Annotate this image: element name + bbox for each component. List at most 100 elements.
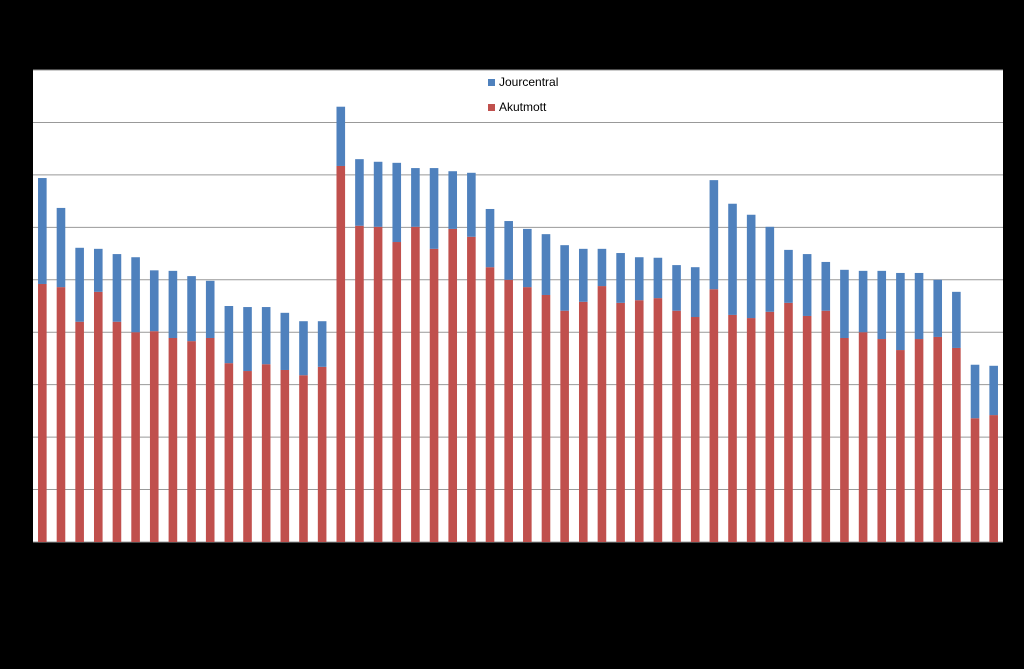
bar-segment: [504, 279, 513, 542]
bar-segment: [205, 280, 215, 338]
bar-segment: [243, 371, 252, 542]
bar-segment: [187, 276, 196, 342]
bar-segment: [112, 321, 122, 542]
bar-segment: [504, 221, 513, 280]
legend-label: Jourcentral: [499, 75, 558, 89]
bar-segment: [467, 236, 476, 543]
bar-segment: [523, 228, 532, 288]
bar-segment: [634, 300, 644, 542]
bar-segment: [355, 225, 364, 542]
bar-segment: [38, 283, 47, 542]
bar-segment: [317, 366, 327, 542]
bar-segment: [597, 248, 607, 287]
legend-swatch: [488, 104, 495, 111]
bar-segment: [336, 165, 346, 542]
bar-segment: [802, 254, 812, 316]
bar-segment: [672, 265, 681, 311]
bar-segment: [131, 332, 140, 542]
bar-segment: [187, 341, 196, 542]
bar-segment: [728, 203, 737, 315]
bar-segment: [952, 291, 961, 348]
bar-segment: [709, 180, 719, 290]
plot-area: [33, 70, 1003, 542]
bar-segment: [168, 337, 178, 542]
bar-segment: [634, 257, 644, 301]
bar-segment: [914, 272, 924, 340]
bar-segment: [93, 248, 103, 292]
bar-segment: [970, 364, 980, 419]
bar-segment: [523, 287, 532, 542]
bar-segment: [840, 269, 849, 338]
bar-segment: [541, 294, 551, 542]
bar-segment: [709, 289, 719, 542]
bar-segment: [112, 254, 122, 322]
bar-segment: [448, 171, 458, 229]
legend-label: Akutmott: [499, 100, 547, 114]
bar-segment: [578, 248, 588, 302]
bar-segment: [485, 208, 495, 268]
bar-segment: [616, 302, 625, 542]
bar-segment: [411, 168, 420, 227]
bar-segment: [38, 178, 47, 284]
bar-segment: [933, 279, 943, 337]
bar-segment: [261, 307, 271, 365]
bar-segment: [93, 291, 103, 542]
bar-segment: [280, 312, 290, 370]
bar-segment: [653, 257, 663, 299]
bar-segment: [392, 242, 402, 543]
bar-segment: [765, 311, 775, 542]
bar-segment: [299, 375, 308, 542]
bar-segment: [933, 336, 943, 542]
bar-segment: [560, 310, 569, 542]
bar-segment: [914, 339, 924, 542]
bar-segment: [56, 207, 66, 288]
bar-segment: [877, 339, 887, 542]
bar-segment: [56, 287, 66, 542]
bar-segment: [728, 314, 737, 542]
bar-segment: [784, 302, 793, 542]
bar-segment: [802, 315, 812, 542]
bar-segment: [952, 347, 961, 542]
bar-segment: [765, 226, 775, 312]
bar-segment: [392, 162, 402, 243]
bar-segment: [672, 310, 681, 542]
bar-segment: [746, 318, 756, 542]
bar-segment: [75, 247, 84, 322]
bar-segment: [205, 337, 215, 542]
bar-segment: [429, 248, 439, 542]
bar-segment: [485, 267, 495, 542]
bar-segment: [317, 321, 327, 367]
bar-segment: [336, 106, 346, 166]
bar-segment: [560, 245, 569, 311]
bar-segment: [989, 365, 998, 416]
bar-segment: [168, 270, 178, 338]
bar-segment: [784, 249, 793, 303]
bar-segment: [746, 214, 756, 319]
bar-segment: [75, 321, 84, 542]
bar-segment: [373, 226, 383, 542]
bar-segment: [541, 234, 551, 295]
bar-segment: [821, 310, 831, 542]
bar-segment: [597, 286, 607, 542]
bar-segment: [411, 226, 420, 542]
bar-segment: [429, 168, 439, 249]
bar-segment: [989, 415, 998, 542]
bar-segment: [224, 306, 234, 364]
bar-segment: [299, 321, 308, 376]
bar-segment: [467, 172, 476, 237]
bar-segment: [131, 257, 140, 333]
bar-segment: [355, 159, 364, 226]
bar-segment: [616, 253, 625, 303]
bar-segment: [261, 364, 271, 542]
bar-segment: [858, 332, 868, 542]
bar-segment: [280, 369, 290, 542]
bar-segment: [224, 363, 234, 542]
bar-segment: [243, 307, 252, 372]
bar-segment: [896, 272, 905, 351]
legend-swatch: [488, 79, 495, 86]
bar-segment: [653, 298, 663, 542]
bar-segment: [149, 331, 159, 542]
bar-segment: [821, 261, 831, 311]
bar-segment: [690, 267, 700, 318]
